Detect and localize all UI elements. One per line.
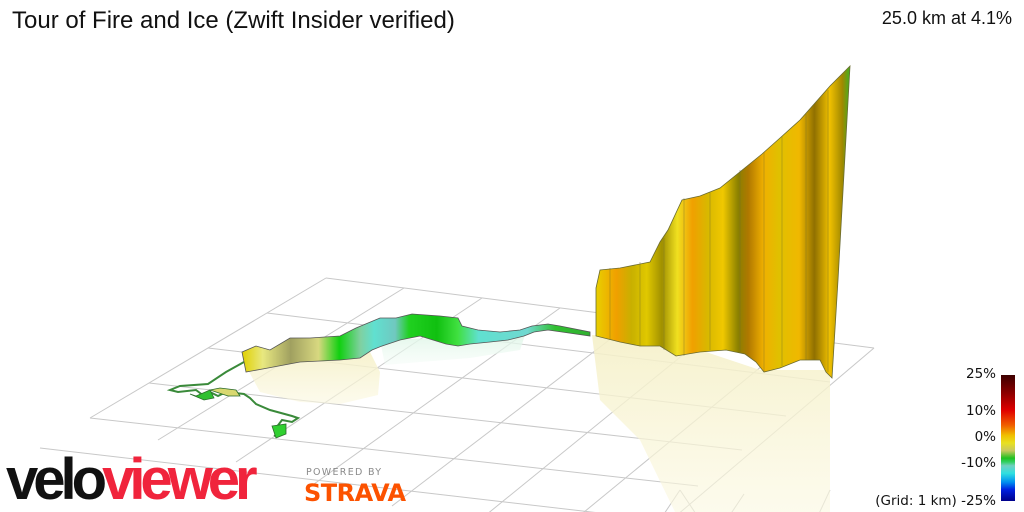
legend-low-label: -10%: [961, 455, 996, 471]
strava-logo[interactable]: STRAVA: [304, 479, 406, 507]
profile-middle-section: [241, 313, 591, 373]
powered-by-label: POWERED BY: [306, 467, 383, 478]
legend-zero-label: 0%: [974, 429, 996, 445]
route-summary: 25.0 km at 4.1%: [881, 8, 1012, 28]
profile-final-climb: [595, 64, 851, 379]
gradient-legend: 25% 10% 0% -10% (Grid: 1 km) -25%: [844, 0, 1024, 512]
gradient-colorbar: [1001, 375, 1015, 501]
route-start-section: [189, 387, 287, 439]
route-title: Tour of Fire and Ice (Zwift Insider veri…: [12, 7, 455, 34]
legend-min-label: (Grid: 1 km) -25%: [875, 493, 996, 509]
climb-ridge-lines: [609, 90, 829, 372]
logo-velo: velo: [6, 447, 107, 512]
legend-max-label: 25%: [965, 366, 996, 382]
veloviewer-logo[interactable]: veloviewer: [6, 451, 258, 509]
logo-viewer: viewer: [102, 447, 258, 512]
legend-high-label: 10%: [965, 403, 996, 419]
